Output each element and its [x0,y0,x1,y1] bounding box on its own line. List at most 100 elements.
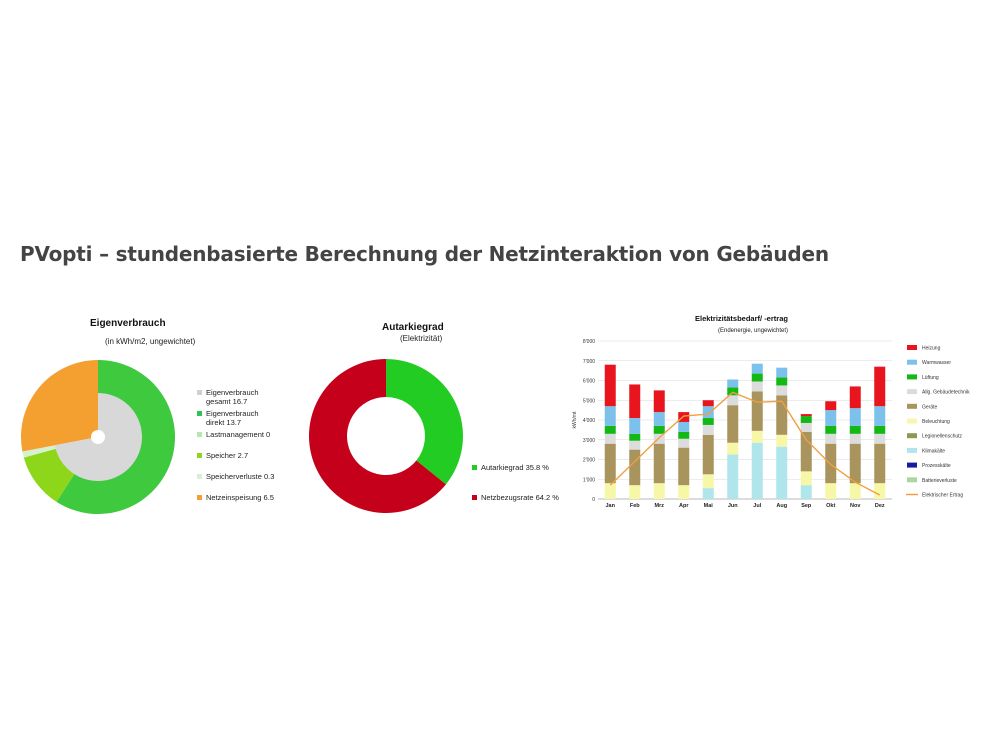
bar-segment [800,414,812,417]
bar-segment [849,443,861,484]
legend-label: Legionellenschutz [922,434,963,440]
bar-segment [678,447,690,486]
legend-swatch [907,374,917,380]
bar-segment [776,367,788,378]
bar-segment [678,412,690,422]
eigenverbrauch-subtitle: (in kWh/m2, ungewichtet) [105,337,196,346]
bar-segment [800,422,812,432]
bar-segment [702,488,714,499]
autarkiegrad-legend-label: Netzbezugsrate 64.2 % [481,493,559,502]
legend-swatch [907,403,917,409]
eigenverbrauch-chart-panel: Eigenverbrauch (in kWh/m2, ungewichtet) … [20,300,290,522]
bar-segment [825,401,837,411]
bar-segment [702,406,714,419]
eigenverbrauch-legend-label: Eigenverbrauch direkt 13.7 [206,409,259,427]
bar-segment [751,430,763,443]
legend-swatch [907,345,917,350]
bar-segment [604,364,616,407]
bar-segment [751,442,763,499]
bar-segment [727,379,739,388]
bar-segment [727,405,739,443]
legend-swatch [907,477,917,483]
x-tick-label: Sep [801,503,812,509]
bar-segment [702,400,714,407]
page-title: PVopti – stundenbasierte Berechnung der … [20,242,829,266]
x-tick-label: Jul [753,503,761,509]
legend-label: Allg. Gebäudetechnik [922,390,970,396]
x-tick-label: Apr [679,503,689,509]
x-tick-label: Feb [630,503,640,509]
bar-segment [629,433,641,441]
autarkiegrad-slice [309,359,446,513]
y-tick-label: 6'000 [583,379,595,385]
bar-segment [874,425,886,434]
bar-segment [800,416,812,423]
bar-segment [653,443,665,484]
eigenverbrauch-legend-swatch [197,453,202,458]
legend-swatch [907,418,917,424]
bar-segment [678,485,690,499]
stacked-bar-chart: 0 1'000 2'000 3'000 4'000 5'000 6'000 7'000 8'00… [572,339,970,509]
x-tick-label: Mai [704,503,714,509]
bar-chart-subtitle: (Endenergie, ungewichtet) [718,328,789,334]
bar-segment [825,425,837,434]
legend-label: Warmwasser [922,360,951,366]
bar-segment [604,433,616,444]
x-tick-label: Nov [850,503,861,509]
x-tick-label: Jan [606,503,616,509]
bar-segment [702,474,714,489]
legend-label: Prozesskälte [922,463,951,469]
autarkiegrad-title: Autarkiegrad [382,322,444,333]
autarkiegrad-legend-label: Autarkiegrad 35.8 % [481,463,549,472]
eigenverbrauch-center [91,430,105,444]
legend-swatch [907,462,917,468]
bar-segment [874,433,886,444]
bar-segment [849,425,861,434]
eigenverbrauch-legend-label: Lastmanagement 0 [206,430,271,439]
legend-label: Klimakälte [922,448,945,454]
bar-segment [751,391,763,431]
bar-segment [800,471,812,486]
eigenverbrauch-legend-swatch [197,390,202,395]
bar-chart-title: Elektrizitätsbedarf/ -ertrag [695,314,788,323]
bar-segment [727,454,739,499]
bar-segment [702,418,714,425]
y-tick-label: 0 [592,497,595,503]
legend-swatch [907,433,917,439]
y-axis-label: kWh/mt [572,411,578,429]
bar-segment [849,483,861,499]
bar-segment [849,433,861,444]
eigenverbrauch-legend-swatch [197,411,202,416]
y-tick-label: 5'000 [583,398,595,404]
bar-segment [751,373,763,382]
eigenverbrauch-legend-swatch [197,474,202,479]
bar-segment [653,390,665,413]
bar-segment [825,410,837,426]
autarkiegrad-chart-panel: Autarkiegrad (Elektrizität) Autarkiegrad… [300,300,560,522]
bar-segment [678,421,690,432]
bar-segment [727,442,739,455]
y-tick-label: 3'000 [583,438,595,444]
bar-segment [849,408,861,426]
bar-segment [874,483,886,499]
bar-segment [629,485,641,499]
bar-segment [653,483,665,499]
bar-segment [727,387,739,396]
y-tick-label: 8'000 [583,339,595,345]
bar-segment [629,440,641,450]
bar-segment [776,434,788,447]
legend-swatch [907,389,917,395]
bar-segment [776,377,788,386]
eigenverbrauch-legend-label: Netzeinspeisung 6.5 [206,493,274,502]
autarkiegrad-legend-swatch [472,465,477,470]
bar-segment [604,483,616,499]
elektrizitaetsbedarf-chart-panel: Elektrizitätsbedarf/ -ertrag (Endenergie… [570,300,982,522]
legend-label: Batterieverluste [922,478,957,484]
bar-segment [874,366,886,407]
autarkiegrad-subtitle: (Elektrizität) [400,334,443,343]
bar-segment [776,446,788,499]
autarkiegrad-donut [309,359,463,513]
y-tick-label: 7'000 [583,359,595,365]
eigenverbrauch-legend-swatch [197,495,202,500]
bar-segment [825,483,837,499]
